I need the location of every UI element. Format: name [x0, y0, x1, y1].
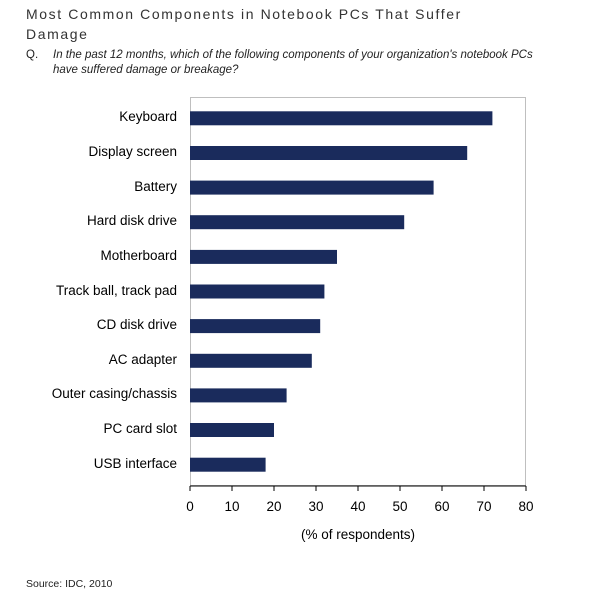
- chart-title: Most Common Components in Notebook PCs T…: [26, 6, 462, 42]
- category-label: Hard disk drive: [86, 213, 177, 229]
- category-label: Motherboard: [100, 247, 177, 263]
- bar-7: [190, 353, 312, 368]
- x-tick-label: 30: [308, 499, 324, 514]
- x-tick-label: 80: [518, 499, 534, 514]
- category-label: Keyboard: [119, 109, 177, 125]
- bar-1: [190, 146, 468, 160]
- x-tick-label: 60: [434, 499, 450, 514]
- category-label: AC adapter: [108, 351, 177, 367]
- category-label: CD disk drive: [96, 317, 177, 333]
- x-tick-label: 0: [186, 499, 194, 514]
- x-tick-label: 40: [350, 499, 366, 514]
- bar-8: [190, 388, 287, 403]
- question-marker: Q.: [26, 49, 39, 61]
- category-label: PC card slot: [103, 421, 177, 437]
- x-tick-label: 70: [476, 499, 492, 514]
- x-axis-label: (% of respondents): [300, 527, 416, 542]
- bar-9: [190, 423, 274, 437]
- question-text: In the past 12 months, which of the foll…: [53, 49, 533, 76]
- bar-3: [190, 215, 405, 230]
- x-tick-label: 20: [266, 499, 282, 514]
- category-label: Battery: [134, 178, 177, 194]
- bar-0: [190, 111, 493, 126]
- bar-5: [190, 284, 325, 299]
- bar-4: [190, 249, 337, 264]
- source-note: Source: IDC, 2010: [26, 578, 113, 590]
- category-label: USB interface: [93, 455, 177, 471]
- bar-10: [190, 457, 266, 472]
- bar-6: [190, 319, 321, 334]
- bar-2: [190, 180, 434, 195]
- category-label: Display screen: [88, 143, 177, 159]
- category-label: Outer casing/chassis: [51, 386, 177, 402]
- x-tick-label: 10: [224, 499, 240, 514]
- category-label: Track ball, track pad: [55, 282, 177, 298]
- x-tick-label: 50: [392, 499, 408, 514]
